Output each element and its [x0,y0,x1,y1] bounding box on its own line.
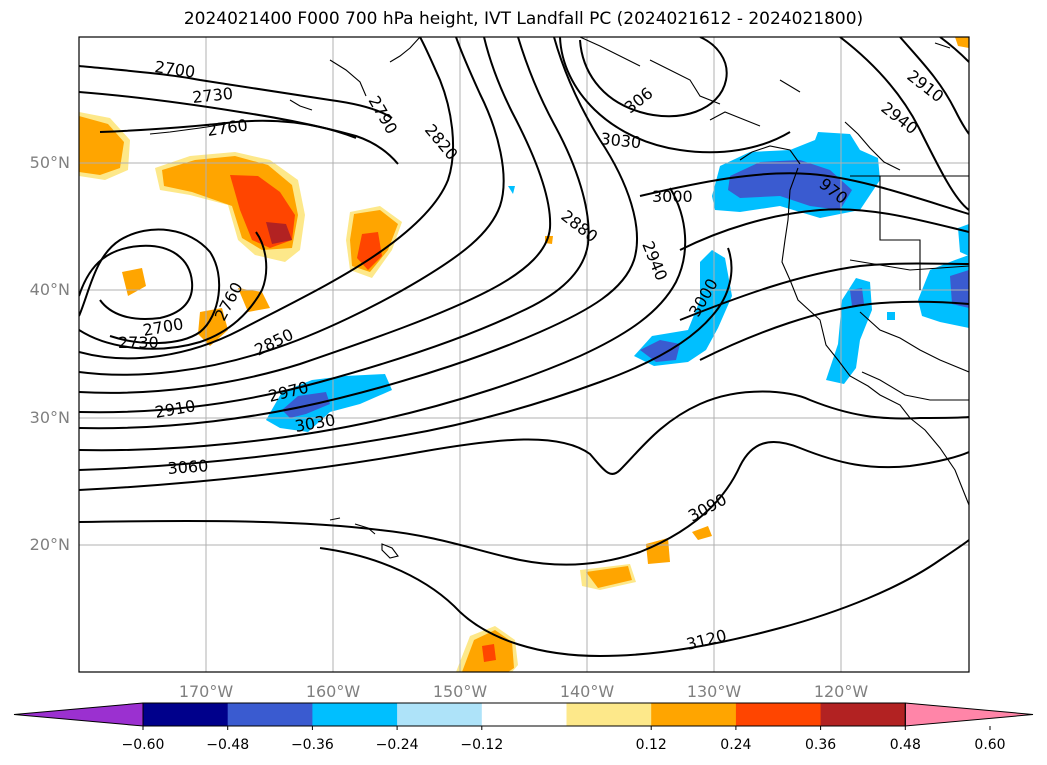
contour-label: 3030 [600,129,642,152]
lat-label: 30°N [29,408,70,427]
lon-label: 130°W [686,682,742,701]
height-contours [79,37,969,658]
ivt-positive-shading [79,37,969,672]
map-area: 2700 2730 2760 2790 2820 2880 2940 3000 … [79,37,969,672]
colorbar-segment [312,703,398,726]
colorbar-tick-label: 0.24 [720,737,752,753]
colorbar-segment [820,703,906,726]
lon-label: 150°W [432,682,488,701]
colorbar-segment [735,703,822,726]
contour-label: 3060 [167,456,209,478]
colorbar [13,702,1034,730]
coastlines [149,37,969,559]
colorbar-tick-label: −0.24 [375,737,419,753]
lat-label: 40°N [29,280,70,299]
contour-label: 3000 [652,187,693,206]
map-frame [78,36,970,673]
colorbar-frame [142,702,906,727]
colorbar-extend-high [904,702,1034,727]
lon-label: 170°W [178,682,234,701]
lat-label: 20°N [29,535,70,554]
colorbar-segment [566,703,652,726]
colorbar-tick-label: 0.60 [974,737,1006,753]
colorbar-tick-label: −0.60 [121,737,165,753]
map-title: 2024021400 F000 700 hPa height, IVT Land… [183,9,864,29]
colorbar-tick-label: 0.36 [805,737,837,753]
colorbar-segment [651,703,737,726]
colorbar-segment [397,703,483,726]
graticule [79,37,969,672]
colorbar-tick-label: 0.48 [889,737,921,753]
colorbar-segment [227,703,313,726]
lon-label: 120°W [813,682,869,701]
contour-label: 2730 [191,84,233,107]
colorbar-segment [481,703,567,726]
contour-label: 2730 [118,333,159,352]
colorbar-tick-label: −0.48 [206,737,250,753]
lon-label: 160°W [305,682,361,701]
colorbar-tick-label: −0.12 [460,737,504,753]
colorbar-segment [143,703,229,726]
colorbar-tick-label: 0.12 [635,737,667,753]
lon-label: 140°W [559,682,615,701]
colorbar-tick-label: −0.36 [290,737,334,753]
lat-label: 50°N [29,153,70,172]
colorbar-extend-low [13,702,144,727]
